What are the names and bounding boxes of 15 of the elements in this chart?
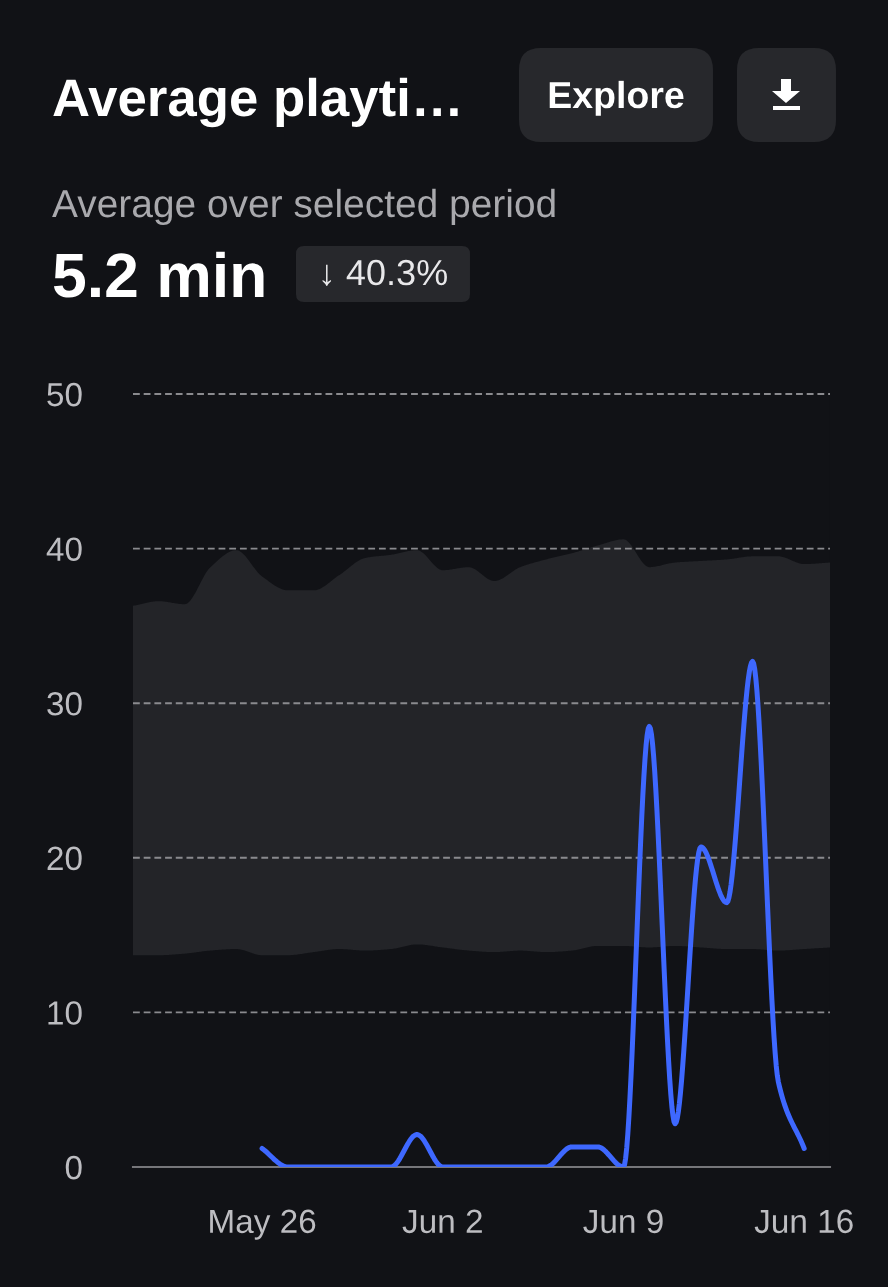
y-tick-label: 50 (47, 382, 82, 407)
text: 5.2 min (53, 251, 264, 298)
x-tick-label: May 26 (210, 1209, 316, 1240)
text: Explore (549, 80, 684, 116)
x-tick-label: Jun 9 (583, 1209, 663, 1234)
y-tick-label: 10 (48, 1001, 82, 1025)
x-tick-label: Jun 16 (754, 1209, 853, 1234)
y-tick-label: 40 (46, 537, 82, 562)
y-tick-label: 30 (47, 692, 82, 716)
chart-title: Average playti… (53, 77, 458, 128)
y-tick-label: 20 (47, 846, 82, 871)
y-tick-label: 0 (65, 1155, 82, 1180)
text: ↓ 40.3% (322, 259, 447, 287)
chart-subtitle: Average over selected period (52, 188, 555, 226)
x-tick-label: Jun 2 (402, 1209, 482, 1234)
